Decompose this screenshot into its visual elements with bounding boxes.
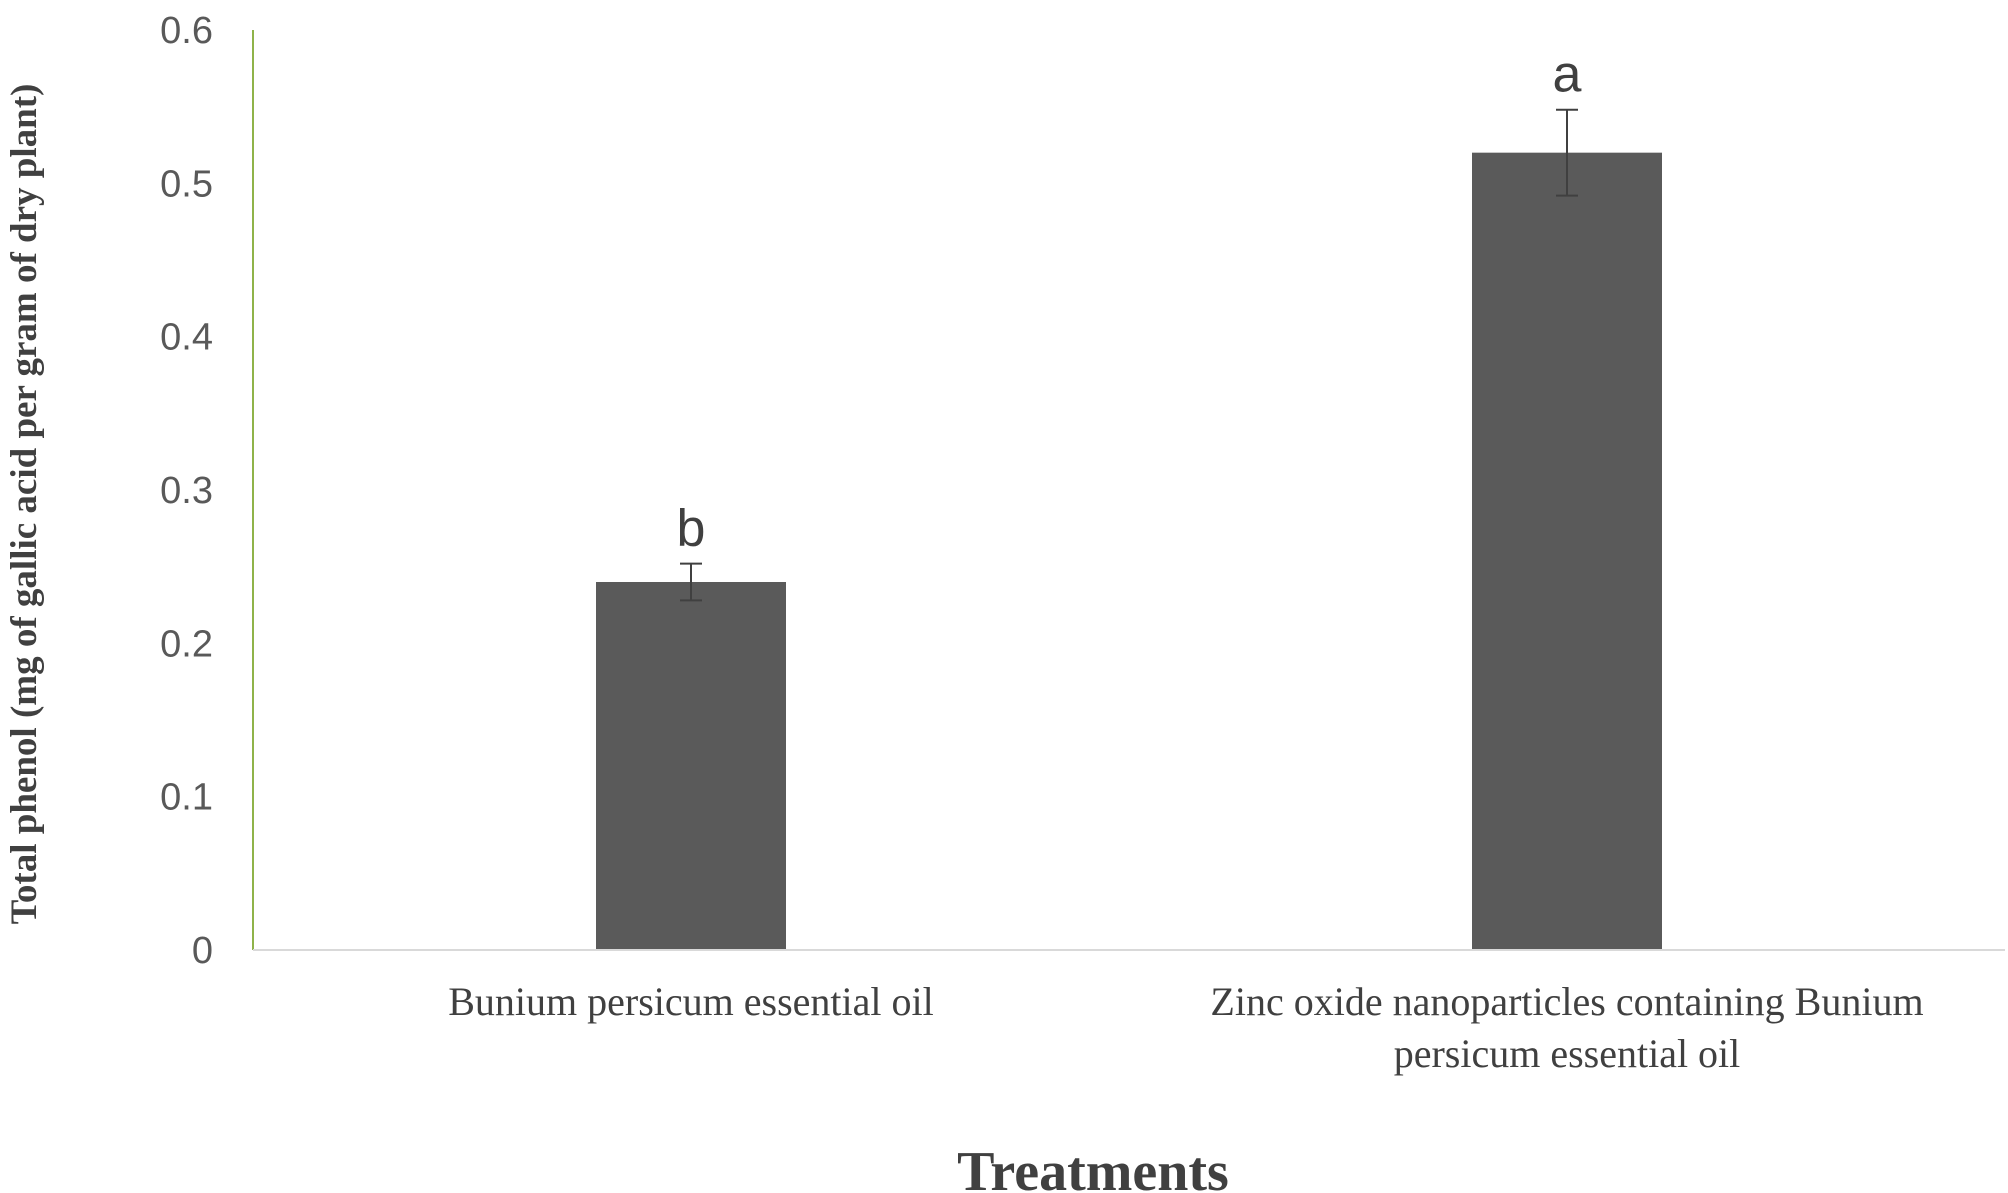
significance-letters-group: ba <box>677 46 1582 558</box>
y-tick-label: 0 <box>192 930 213 972</box>
error-bar <box>680 562 702 602</box>
y-tick-label: 0.4 <box>160 317 213 359</box>
x-tick-label: Bunium persicum essential oil <box>448 979 934 1024</box>
y-tick-label: 0.6 <box>160 10 213 52</box>
x-tick-label: Zinc oxide nanoparticles containing Buni… <box>1210 979 1923 1024</box>
y-axis-title: Total phenol (mg of gallic acid per gram… <box>4 84 45 925</box>
error-bar <box>1556 108 1578 197</box>
x-tick-label: persicum essential oil <box>1394 1031 1741 1076</box>
error-bars-group <box>680 108 1578 602</box>
significance-letter: a <box>1553 46 1582 104</box>
y-tick-label: 0.5 <box>160 163 213 205</box>
significance-letter: b <box>677 500 706 558</box>
y-axis-ticks: 0 0.1 0.2 0.3 0.4 0.5 0.6 <box>160 10 213 972</box>
category-labels-group: Bunium persicum essential oil Zinc oxide … <box>448 979 1923 1076</box>
bar <box>1472 152 1662 950</box>
x-axis-title: Treatments <box>957 1141 1229 1193</box>
bars-group <box>596 152 1662 950</box>
bar <box>596 582 786 950</box>
y-tick-label: 0.1 <box>160 777 213 819</box>
y-tick-label: 0.2 <box>160 623 213 665</box>
y-tick-label: 0.3 <box>160 470 213 512</box>
